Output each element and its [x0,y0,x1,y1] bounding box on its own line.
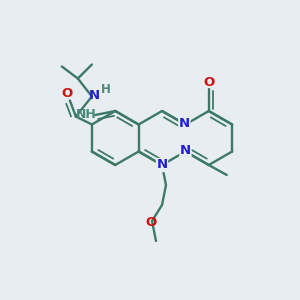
Text: NH: NH [76,107,97,121]
Text: O: O [146,217,157,230]
Text: N: N [156,158,168,172]
Text: N: N [179,117,190,130]
Text: H: H [101,83,111,96]
Text: N: N [180,144,191,157]
Text: O: O [61,87,73,100]
Text: N: N [88,89,99,102]
Text: O: O [203,76,214,88]
